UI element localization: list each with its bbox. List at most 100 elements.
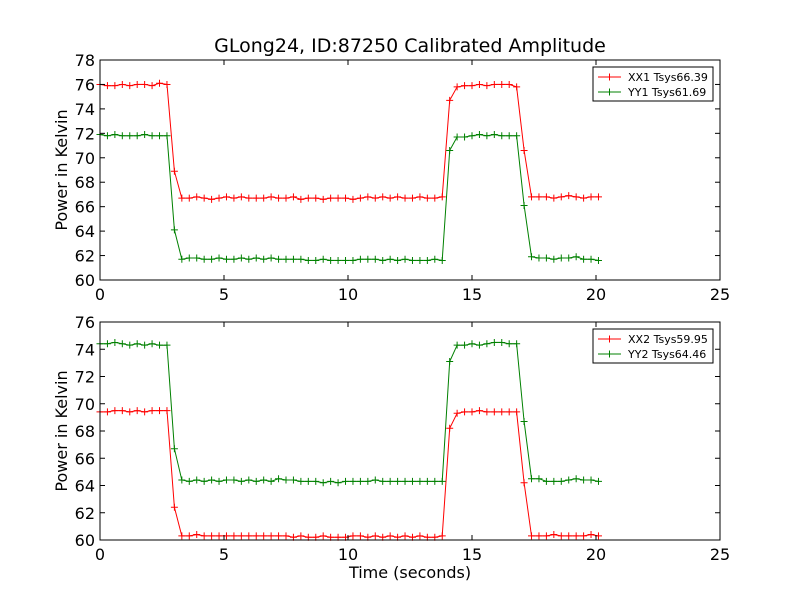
y-tick-label: 78 xyxy=(75,51,95,70)
data-point-marker xyxy=(401,532,409,540)
legend-box xyxy=(592,66,714,102)
data-point-marker xyxy=(371,255,379,263)
data-point-marker xyxy=(141,341,149,349)
data-point-marker xyxy=(379,256,387,264)
data-point-marker xyxy=(386,532,394,540)
data-point-marker xyxy=(185,254,193,262)
data-point-marker xyxy=(505,80,513,88)
data-point-marker xyxy=(252,194,260,202)
y-tick-label: 62 xyxy=(75,504,95,523)
data-point-marker xyxy=(401,255,409,263)
data-point-marker xyxy=(156,79,164,87)
data-point-marker xyxy=(118,407,126,415)
data-point-marker xyxy=(594,256,602,264)
data-point-marker xyxy=(103,408,111,416)
data-point-marker xyxy=(297,532,305,540)
legend-box xyxy=(592,328,714,364)
data-point-marker xyxy=(423,256,431,264)
data-point-marker xyxy=(572,253,580,261)
data-point-marker xyxy=(200,532,208,540)
legend-marker xyxy=(606,88,613,96)
data-point-marker xyxy=(520,417,528,425)
data-point-marker xyxy=(275,255,283,263)
data-point-marker xyxy=(103,82,111,90)
data-point-marker xyxy=(170,445,178,453)
data-point-marker xyxy=(297,477,305,485)
data-point-marker xyxy=(498,338,506,346)
data-point-marker xyxy=(580,255,588,263)
y-axis-label: Power in Kelvin xyxy=(52,109,71,230)
data-point-marker xyxy=(483,132,491,140)
data-point-marker xyxy=(237,254,245,262)
data-point-marker xyxy=(126,408,134,416)
data-point-marker xyxy=(535,475,543,483)
data-point-marker xyxy=(446,358,454,366)
x-tick-label: 0 xyxy=(95,285,105,304)
x-tick-label: 25 xyxy=(710,545,730,564)
data-point-marker xyxy=(103,132,111,140)
data-point-marker xyxy=(557,254,565,262)
data-point-marker xyxy=(431,194,439,202)
data-point-marker xyxy=(148,82,156,90)
data-point-marker xyxy=(505,132,513,140)
data-point-marker xyxy=(200,255,208,263)
data-point-marker xyxy=(513,132,521,140)
data-point-marker xyxy=(565,254,573,262)
data-point-marker xyxy=(327,194,335,202)
data-point-marker xyxy=(408,256,416,264)
data-point-marker xyxy=(438,477,446,485)
data-point-marker xyxy=(490,338,498,346)
data-point-marker xyxy=(550,531,558,539)
data-point-marker xyxy=(520,479,528,487)
data-point-marker xyxy=(371,194,379,202)
data-point-marker xyxy=(215,254,223,262)
data-point-marker xyxy=(178,476,186,484)
data-point-marker xyxy=(252,477,260,485)
data-point-marker xyxy=(461,408,469,416)
data-point-marker xyxy=(461,341,469,349)
data-point-marker xyxy=(461,82,469,90)
data-point-marker xyxy=(342,477,350,485)
data-point-marker xyxy=(245,532,253,540)
data-point-marker xyxy=(327,477,335,485)
data-point-marker xyxy=(237,532,245,540)
data-point-marker xyxy=(587,193,595,201)
data-point-marker xyxy=(230,194,238,202)
data-point-marker xyxy=(215,194,223,202)
data-point-marker xyxy=(386,194,394,202)
data-point-marker xyxy=(505,408,513,416)
data-point-marker xyxy=(252,532,260,540)
data-point-marker xyxy=(438,193,446,201)
data-point-marker xyxy=(349,477,357,485)
data-point-marker xyxy=(408,194,416,202)
data-point-marker xyxy=(513,83,521,91)
data-point-marker xyxy=(208,195,216,203)
data-point-marker xyxy=(111,131,119,139)
data-point-marker xyxy=(193,476,201,484)
y-tick-label: 72 xyxy=(75,124,95,143)
data-point-marker xyxy=(349,532,357,540)
data-point-marker xyxy=(580,476,588,484)
data-point-marker xyxy=(490,131,498,139)
data-point-marker xyxy=(416,532,424,540)
data-point-marker xyxy=(297,195,305,203)
data-point-marker xyxy=(468,408,476,416)
legend-marker xyxy=(606,73,613,81)
data-point-marker xyxy=(542,193,550,201)
data-point-marker xyxy=(260,194,268,202)
data-point-marker xyxy=(446,146,454,154)
x-axis-label: Time (seconds) xyxy=(348,563,471,582)
data-point-marker xyxy=(423,194,431,202)
data-point-marker xyxy=(141,80,149,88)
data-point-marker xyxy=(342,194,350,202)
data-point-marker xyxy=(312,477,320,485)
data-point-marker xyxy=(572,193,580,201)
y-tick-label: 60 xyxy=(75,271,95,290)
data-point-marker xyxy=(260,255,268,263)
data-point-marker xyxy=(126,82,134,90)
data-point-marker xyxy=(580,532,588,540)
data-point-marker xyxy=(371,476,379,484)
data-point-marker xyxy=(163,341,171,349)
data-point-marker xyxy=(178,255,186,263)
